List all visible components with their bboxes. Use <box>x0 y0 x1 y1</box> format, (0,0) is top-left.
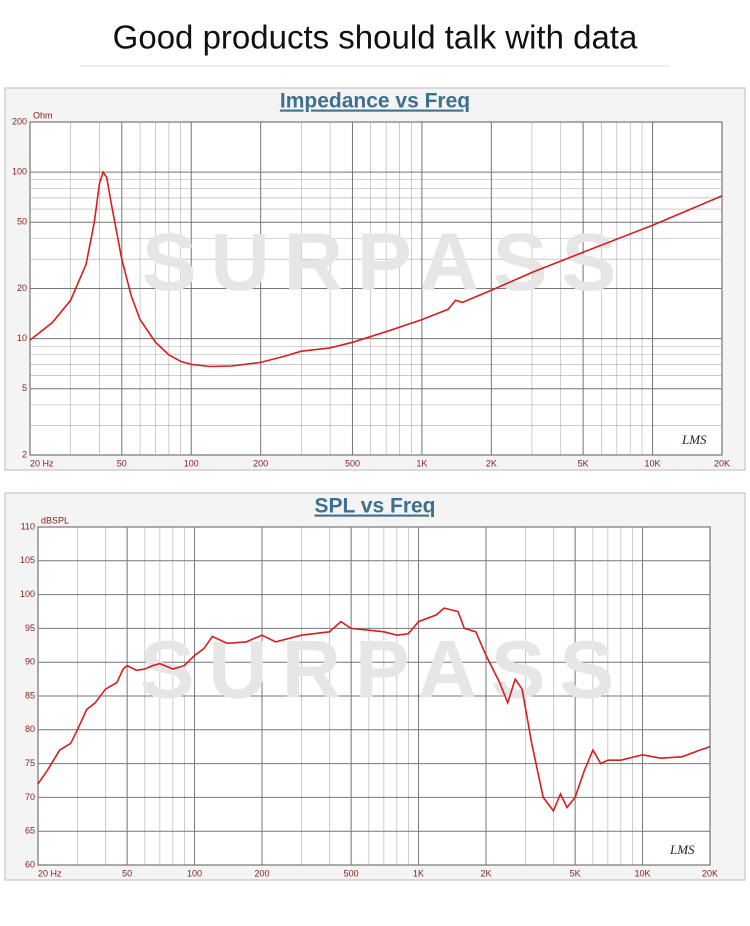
y-tick-label: 2 <box>22 449 27 459</box>
y-tick-label: 5 <box>22 383 27 393</box>
x-tick-label: 100 <box>187 868 202 878</box>
series-line <box>37 607 711 813</box>
x-tick-label: 2K <box>486 458 497 468</box>
x-tick-label: 5K <box>570 868 581 878</box>
x-tick-label: 2K <box>480 868 491 878</box>
y-tick-label: 105 <box>20 555 35 565</box>
annotation: LMS <box>669 842 695 857</box>
watermark: SURPASS <box>140 625 628 716</box>
chart: SPL vs Freq dBSPL 20 Hz 50 100 200 500 1K 2K 5K 10… <box>4 492 746 881</box>
x-tick-label: 20 Hz <box>30 458 54 468</box>
x-tick-label: 200 <box>253 458 268 468</box>
y-tick-label: 100 <box>20 589 35 599</box>
x-tick-label: 1K <box>416 458 427 468</box>
y-tick-label: 80 <box>25 724 35 734</box>
x-tick-label: 50 <box>117 458 127 468</box>
x-tick-label: 5K <box>578 458 589 468</box>
y-tick-label: 200 <box>12 116 27 126</box>
chart-title: Impedance vs Freq <box>280 90 470 113</box>
y-tick-label: 60 <box>25 859 35 869</box>
watermark: SURPASS <box>142 217 630 308</box>
y-tick-label: 90 <box>25 657 35 667</box>
x-tick-label: 1K <box>413 868 424 878</box>
y-axis-label: dBSPL <box>41 515 69 525</box>
chart: Impedance vs Freq Ohm 20 Hz 50 100 200 500 1K 2K… <box>4 87 746 471</box>
y-tick-label: 20 <box>17 283 27 293</box>
x-tick-label: 10K <box>645 458 661 468</box>
y-tick-label: 100 <box>12 166 27 176</box>
x-tick-label: 10K <box>635 868 651 878</box>
y-tick-label: 85 <box>25 690 35 700</box>
series-line <box>29 170 723 368</box>
x-tick-label: 100 <box>184 458 199 468</box>
y-tick-label: 95 <box>25 623 35 633</box>
y-axis-label: Ohm <box>33 110 53 120</box>
y-tick-label: 10 <box>17 333 27 343</box>
y-tick-label: 65 <box>25 826 35 836</box>
y-tick-label: 50 <box>17 217 27 227</box>
annotation: LMS <box>681 432 707 447</box>
x-tick-label: 20K <box>714 458 730 468</box>
chart-title: SPL vs Freq <box>315 495 436 518</box>
y-tick-label: 110 <box>21 521 35 531</box>
header: Good products should talk with data <box>113 19 638 56</box>
x-tick-label: 20 Hz <box>38 868 62 878</box>
y-tick-label: 75 <box>25 758 35 768</box>
x-tick-label: 200 <box>254 868 269 878</box>
x-tick-label: 50 <box>122 868 132 878</box>
x-tick-label: 20K <box>702 868 718 878</box>
x-tick-label: 500 <box>345 458 360 468</box>
x-tick-label: 500 <box>344 868 359 878</box>
y-tick-label: 70 <box>25 792 35 802</box>
